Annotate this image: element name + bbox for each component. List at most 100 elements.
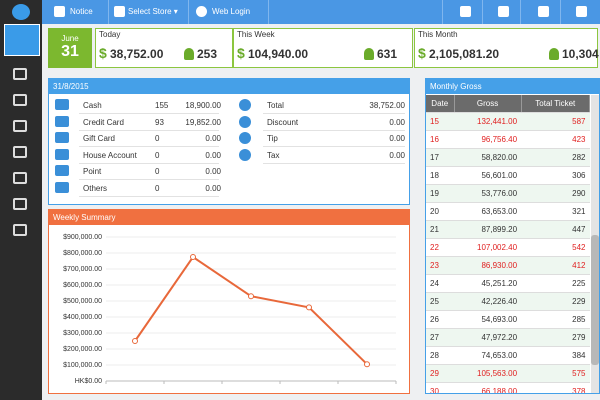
- method-label: Cash: [83, 101, 102, 110]
- method-label: Others: [83, 183, 108, 193]
- method-count: 0: [155, 134, 160, 143]
- date-cell: 15: [426, 112, 454, 131]
- table-row: 21 87,899.20 447: [426, 220, 590, 239]
- date-cell: 17: [426, 148, 454, 167]
- date-cell: 20: [426, 202, 454, 221]
- table-row: 20 63,653.00 321: [426, 202, 590, 221]
- method-amount: 18,900.00: [185, 101, 221, 110]
- gross-cell: 105,563.00: [454, 364, 522, 383]
- date-cell: 25: [426, 292, 454, 311]
- logout-button[interactable]: [576, 6, 587, 17]
- divider: [79, 146, 219, 147]
- point: [248, 293, 254, 300]
- settings-icon[interactable]: [13, 198, 27, 210]
- point: [364, 361, 370, 368]
- separator: [188, 0, 189, 24]
- separator: [560, 0, 561, 24]
- count: 631: [377, 47, 398, 61]
- panel-title: Monthly Gross: [426, 79, 599, 94]
- gross-table: Date Gross Total Ticket 15 132,441.00 587 16 96…: [426, 95, 591, 393]
- method-amount: 0.00: [205, 183, 221, 193]
- grid-button[interactable]: [498, 6, 509, 17]
- payment-icon: [55, 115, 69, 127]
- ticket-cell: 290: [521, 184, 590, 203]
- count: 10,304: [562, 47, 599, 61]
- time-icon[interactable]: [13, 146, 27, 158]
- table-row: 29 105,563.00 575: [426, 364, 590, 383]
- column-header: Gross: [454, 95, 522, 113]
- table-row: 23 86,930.00 412: [426, 256, 590, 275]
- divider: [263, 129, 405, 131]
- point: [132, 338, 138, 344]
- payment-icon: [55, 148, 69, 160]
- total-icon: [239, 115, 251, 128]
- person-icon: [184, 48, 194, 60]
- staff-icon[interactable]: [13, 120, 27, 132]
- web-login-button[interactable]: Web Login: [212, 7, 251, 16]
- separator: [268, 0, 269, 24]
- scrollbar[interactable]: [591, 95, 599, 393]
- total-label: Tip: [267, 134, 278, 143]
- select-store-button[interactable]: Select Store ▾: [128, 7, 178, 16]
- tools-icon[interactable]: [13, 68, 27, 80]
- y-tick-label: $800,000.00: [63, 250, 102, 257]
- month: June: [61, 34, 79, 43]
- date-cell: 30: [426, 382, 454, 393]
- date-cell: 23: [426, 256, 454, 275]
- notice-icon: [54, 6, 65, 17]
- gross-cell: 132,441.00: [454, 112, 522, 131]
- total-amount: 0.00: [389, 117, 405, 127]
- payment-icon: [55, 99, 69, 110]
- ticket-cell: 378: [521, 382, 590, 393]
- gross-cell: 42,226.40: [454, 292, 522, 311]
- divider: [263, 162, 405, 164]
- table-row: 30 66,188.00 378: [426, 382, 590, 393]
- date-cell: 24: [426, 274, 454, 293]
- table-row: 17 58,820.00 282: [426, 148, 590, 167]
- fullscreen-button[interactable]: [538, 6, 549, 17]
- column-header: Total Ticket: [521, 95, 591, 113]
- stat-title: Today: [99, 30, 121, 39]
- store-icon: [114, 6, 125, 17]
- help-button[interactable]: [460, 6, 471, 17]
- date-cell: 16: [426, 130, 454, 149]
- ticket-cell: 321: [521, 202, 590, 221]
- method-count: 0: [155, 183, 160, 193]
- gross-cell: 63,653.00: [454, 202, 522, 221]
- date-box: June 31: [48, 28, 92, 68]
- sidebar: [0, 0, 42, 400]
- day: 31: [61, 43, 79, 60]
- gross-cell: 47,972.20: [454, 328, 522, 347]
- ticket-cell: 575: [521, 364, 590, 383]
- notice-button[interactable]: Notice: [70, 7, 93, 16]
- date-cell: 18: [426, 166, 454, 185]
- avatar[interactable]: [4, 24, 40, 56]
- separator: [520, 0, 521, 24]
- method-count: 93: [155, 117, 164, 127]
- gross-cell: 66,188.00: [454, 382, 522, 393]
- payment-icon: [55, 132, 69, 143]
- chart: HK$0.00 $100,000.00 $200,000.00 $300,000.00…: [63, 234, 397, 385]
- ticket-cell: 306: [521, 166, 590, 185]
- stat-title: This Week: [237, 30, 275, 39]
- table-row: 26 54,693.00 285: [426, 310, 590, 329]
- ticket-cell: 587: [521, 112, 590, 131]
- window-icon[interactable]: [13, 224, 27, 236]
- total-amount: 38,752.00: [369, 101, 405, 110]
- divider: [79, 129, 219, 131]
- separator: [442, 0, 443, 24]
- ticket-cell: 412: [521, 256, 590, 275]
- ticket-cell: 285: [521, 310, 590, 329]
- gross-cell: 74,653.00: [454, 346, 522, 365]
- chart-icon[interactable]: [13, 172, 27, 184]
- report-icon[interactable]: [13, 94, 27, 106]
- gross-cell: 45,251.20: [454, 274, 522, 293]
- method-label: House Account: [83, 150, 137, 160]
- login-icon: [196, 6, 207, 17]
- y-tick-label: $700,000.00: [63, 266, 102, 273]
- method-amount: 19,852.00: [185, 117, 221, 127]
- method-label: Credit Card: [83, 117, 124, 127]
- point: [190, 254, 196, 260]
- payments-panel: 31/8/2015 Cash 155 18,900.00 Credit Card 93 1…: [48, 78, 410, 205]
- header-row: Date Gross Total Ticket: [426, 95, 591, 113]
